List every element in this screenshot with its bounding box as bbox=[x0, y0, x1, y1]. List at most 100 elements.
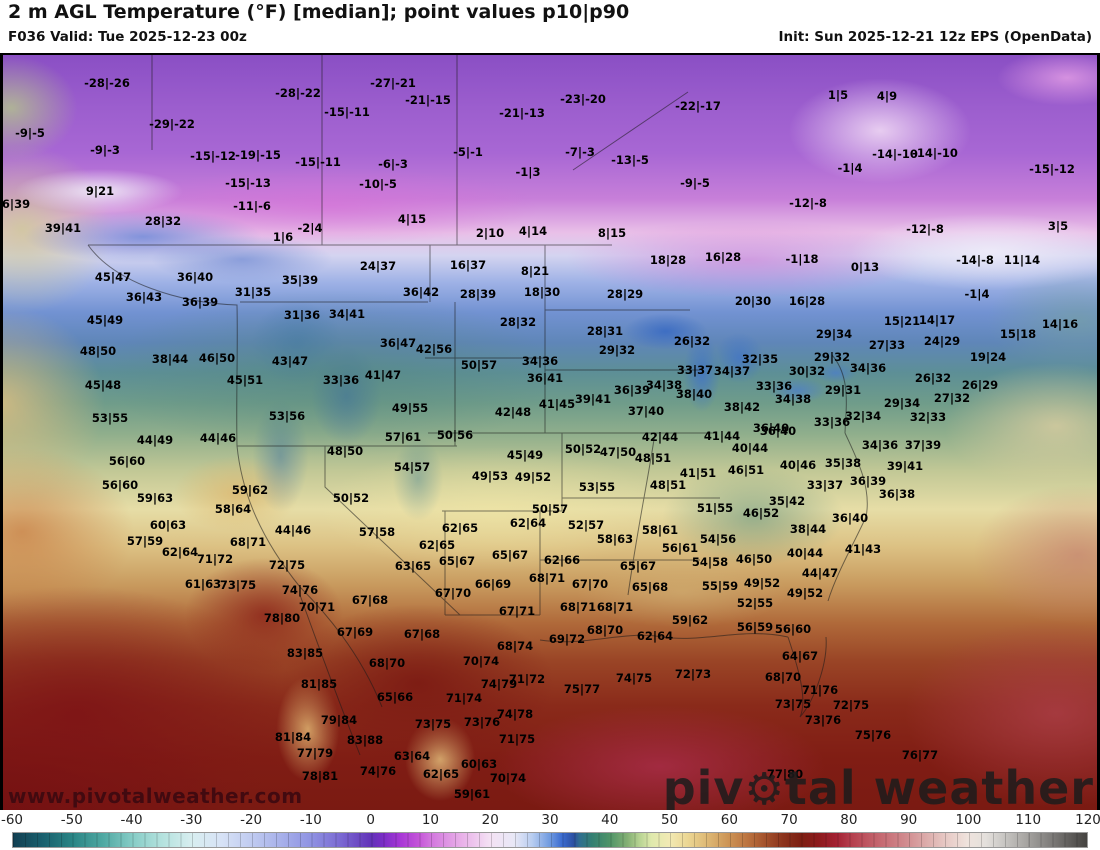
point-value: 65|66 bbox=[376, 690, 414, 704]
point-value: 26|32 bbox=[673, 334, 711, 348]
point-value: 54|58 bbox=[691, 555, 729, 569]
stations-layer: -28|-26 -28|-22 -27|-21 -21|-15 -23|-20 -22|-… bbox=[0, 55, 1100, 812]
point-value: 71|72 bbox=[508, 672, 546, 686]
point-value: -23|-20 bbox=[560, 92, 606, 106]
temperature-map[interactable]: -28|-26 -28|-22 -27|-21 -21|-15 -23|-20 -22|-… bbox=[0, 53, 1100, 814]
point-value: 36|40 bbox=[831, 511, 869, 525]
colorbar-tick-label: 20 bbox=[481, 812, 499, 828]
point-value: 39|41 bbox=[44, 221, 82, 235]
point-value: -6|-3 bbox=[378, 157, 408, 171]
point-value: 36|40 bbox=[752, 421, 790, 435]
point-value: 46|51 bbox=[727, 463, 765, 477]
point-value: 42|48 bbox=[494, 405, 532, 419]
point-value: 37|39 bbox=[904, 438, 942, 452]
point-value: 36|39 bbox=[613, 383, 651, 397]
point-value: 49|52 bbox=[786, 586, 824, 600]
point-value: -15|-12 bbox=[1029, 162, 1075, 176]
point-value: 73|76 bbox=[804, 713, 842, 727]
point-value: 8|15 bbox=[597, 226, 627, 240]
site-watermark: www.pivotalweather.com bbox=[8, 784, 303, 808]
colorbar-tick-label: 10 bbox=[421, 812, 440, 828]
point-value: 58|63 bbox=[596, 532, 634, 546]
point-value: 83|85 bbox=[286, 646, 324, 660]
point-value: 63|64 bbox=[393, 749, 431, 763]
point-value: 37|40 bbox=[627, 404, 665, 418]
point-value: -7|-3 bbox=[565, 145, 595, 159]
point-value: 49|55 bbox=[391, 401, 429, 415]
point-value: 62|66 bbox=[543, 553, 581, 567]
point-value: 67|70 bbox=[571, 577, 609, 591]
point-value: -12|-8 bbox=[906, 222, 944, 236]
point-value: -15|-11 bbox=[295, 155, 341, 169]
point-value: 68|71 bbox=[596, 600, 634, 614]
point-value: 9|21 bbox=[85, 184, 115, 198]
colorbar-tick-label: 100 bbox=[955, 812, 982, 828]
point-value: 48|50 bbox=[79, 344, 117, 358]
point-value: 57|61 bbox=[384, 430, 422, 444]
point-value: 34|36 bbox=[849, 361, 887, 375]
point-value: 36|39 bbox=[0, 197, 31, 211]
point-value: 79|84 bbox=[320, 713, 358, 727]
point-value: -28|-22 bbox=[275, 86, 321, 100]
point-value: 81|84 bbox=[274, 730, 312, 744]
point-value: 43|47 bbox=[271, 354, 309, 368]
point-value: 46|52 bbox=[742, 506, 780, 520]
point-value: 53|55 bbox=[578, 480, 616, 494]
point-value: 77|79 bbox=[296, 746, 334, 760]
point-value: 54|56 bbox=[699, 532, 737, 546]
point-value: 50|57 bbox=[460, 358, 498, 372]
point-value: 65|67 bbox=[619, 559, 657, 573]
point-value: 35|42 bbox=[768, 494, 806, 508]
point-value: 68|70 bbox=[586, 623, 624, 637]
point-value: 16|28 bbox=[788, 294, 826, 308]
point-value: 59|62 bbox=[231, 483, 269, 497]
point-value: 36|43 bbox=[125, 290, 163, 304]
colorbar-tick-label: 90 bbox=[900, 812, 918, 828]
point-value: -12|-8 bbox=[789, 196, 827, 210]
point-value: 67|70 bbox=[434, 586, 472, 600]
point-value: 35|38 bbox=[824, 456, 862, 470]
point-value: 70|71 bbox=[298, 600, 336, 614]
point-value: 33|36 bbox=[322, 373, 360, 387]
point-value: 57|58 bbox=[358, 525, 396, 539]
point-value: 39|41 bbox=[886, 459, 924, 473]
point-value: 52|57 bbox=[567, 518, 605, 532]
point-value: -28|-26 bbox=[84, 76, 130, 90]
point-value: 15|21 bbox=[883, 314, 921, 328]
point-value: 38|44 bbox=[789, 522, 827, 536]
point-value: 67|69 bbox=[336, 625, 374, 639]
point-value: 60|63 bbox=[149, 518, 187, 532]
point-value: -22|-17 bbox=[675, 99, 721, 113]
colorbar-tick-label: 50 bbox=[660, 812, 679, 828]
point-value: 20|30 bbox=[734, 294, 772, 308]
point-value: 41|43 bbox=[844, 542, 882, 556]
colorbar-tick-label: 40 bbox=[601, 812, 619, 828]
point-value: 68|71 bbox=[229, 535, 267, 549]
point-value: 36|40 bbox=[176, 270, 214, 284]
point-value: -29|-22 bbox=[149, 117, 195, 131]
colorbar-tick-label: -10 bbox=[299, 812, 322, 828]
point-value: 68|74 bbox=[496, 639, 534, 653]
point-value: 46|50 bbox=[198, 351, 236, 365]
point-value: 4|9 bbox=[876, 89, 898, 103]
point-value: 36|39 bbox=[181, 295, 219, 309]
point-value: 65|67 bbox=[438, 554, 476, 568]
point-value: 36|41 bbox=[526, 371, 564, 385]
colorbar: -60 -50 -40 -30 -20 -10 0 10 20 30 40 50 60 70 80 90 100… bbox=[0, 810, 1100, 850]
point-value: -1|4 bbox=[964, 287, 990, 301]
point-value: -9|-5 bbox=[680, 176, 710, 190]
point-value: 55|59 bbox=[701, 579, 739, 593]
point-value: 34|38 bbox=[645, 378, 683, 392]
point-value: 56|60 bbox=[774, 622, 812, 636]
point-value: 2|10 bbox=[475, 226, 505, 240]
point-value: 28|29 bbox=[606, 287, 644, 301]
point-value: 27|32 bbox=[933, 391, 971, 405]
point-value: 36|40 bbox=[759, 424, 797, 438]
point-value: 26|32 bbox=[914, 371, 952, 385]
point-value: 64|67 bbox=[781, 649, 819, 663]
point-value: 48|51 bbox=[649, 478, 687, 492]
point-value: -13|-5 bbox=[611, 153, 649, 167]
point-value: 3|5 bbox=[1047, 219, 1069, 233]
point-value: 56|61 bbox=[661, 541, 699, 555]
point-value: 44|47 bbox=[801, 566, 839, 580]
